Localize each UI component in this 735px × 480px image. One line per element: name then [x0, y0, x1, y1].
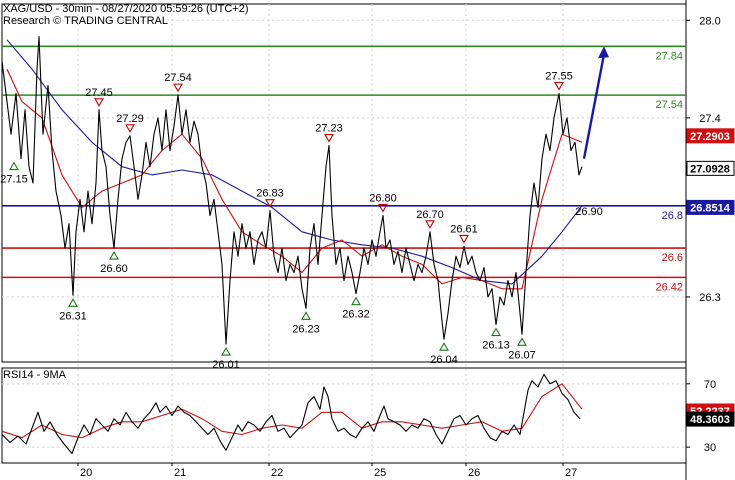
annotation-label: 26.70 — [416, 209, 444, 221]
low-marker — [9, 161, 19, 171]
x-tick-label: 26 — [468, 467, 480, 479]
annotation-label: 26.83 — [256, 188, 284, 200]
low-marker — [491, 327, 501, 337]
high-marker — [324, 134, 334, 143]
annotation-label: 27.23 — [315, 123, 343, 135]
chart-title: XAG/USD - 30min - 08/27/2020 05:59:26 (U… — [3, 3, 248, 15]
annotation-label: 26.90 — [575, 206, 603, 218]
annotation-label: 27.54 — [164, 72, 192, 84]
annotation-label: 26.07 — [508, 349, 536, 361]
x-tick-label: 22 — [271, 467, 283, 479]
high-marker — [94, 98, 104, 107]
high-marker — [425, 220, 435, 229]
x-tick-label: 20 — [80, 467, 92, 479]
low-marker — [301, 311, 311, 320]
x-tick-label: 21 — [174, 467, 186, 479]
annotation-label: 26.04 — [430, 354, 458, 366]
price-value-box — [686, 160, 735, 176]
high-marker — [554, 81, 564, 91]
annotation-label: 27.45 — [85, 87, 113, 99]
grid — [1, 0, 687, 480]
price-value-text: 27.0928 — [690, 163, 730, 175]
low-marker — [439, 342, 449, 351]
annotation-label: 26.13 — [482, 340, 510, 352]
annotation-label: 26.31 — [59, 310, 87, 322]
level-label-26.6: 26.6 — [662, 252, 683, 264]
rsi-y-tick-label: 30 — [704, 442, 716, 454]
indicator-title: RSI14 - 9MA — [3, 369, 67, 381]
y-tick-label: 28.0 — [699, 15, 720, 27]
high-marker — [125, 124, 135, 133]
rsi-value-box — [686, 411, 735, 427]
x-tick-label: 25 — [374, 467, 386, 479]
price-line — [1, 35, 583, 345]
low-marker — [68, 298, 78, 307]
rsi-value-text: 48.3603 — [690, 414, 730, 426]
level-label-27.54: 27.54 — [655, 99, 683, 111]
level-label-27.84: 27.84 — [655, 50, 683, 62]
low-marker — [109, 250, 119, 260]
level-label-26.8: 26.8 — [662, 210, 683, 222]
y-tick-label: 27.4 — [699, 113, 720, 125]
forecast-arrow-head — [598, 46, 609, 59]
series — [1, 35, 609, 455]
rsi-ma-line — [1, 383, 583, 439]
annotations: 27.15 27.45 27.29 27.54 26.60 26.31 26.01 26.83… — [0, 71, 603, 372]
annotation-label: 27.55 — [545, 71, 573, 83]
annotation-label: 26.23 — [292, 323, 320, 335]
price-value-box — [686, 199, 735, 215]
annotation-label: 26.61 — [450, 223, 478, 235]
high-marker — [173, 83, 183, 93]
ma-fast-line — [6, 68, 583, 290]
chart-subtitle: Research © TRADING CENTRAL — [3, 15, 168, 27]
level-label-26.42: 26.42 — [655, 281, 683, 293]
low-marker — [351, 296, 361, 306]
y-tick-label: 26.3 — [699, 292, 720, 304]
price-value-text: 26.8514 — [690, 202, 731, 214]
price-value-box — [686, 128, 735, 144]
annotation-label: 26.01 — [212, 359, 240, 371]
high-marker — [459, 234, 469, 244]
annotation-label: 26.32 — [342, 309, 370, 321]
annotation-label: 27.15 — [0, 174, 28, 186]
x-tick-label: 27 — [565, 467, 577, 479]
high-marker — [378, 203, 388, 213]
rsi-line — [1, 373, 581, 455]
low-marker — [221, 346, 231, 356]
forecast-arrow — [582, 54, 606, 159]
annotation-label: 26.60 — [100, 263, 128, 275]
low-marker — [517, 337, 527, 346]
axes: 28.0 27.4 26.3 70 30 20 21 22 25 26 27 27.2903 27.09… — [77, 15, 735, 479]
rsi-y-tick-label: 70 — [704, 379, 716, 391]
high-marker — [265, 199, 275, 208]
annotation-label: 27.29 — [116, 113, 144, 125]
price-value-text: 27.2903 — [690, 131, 730, 143]
annotation-label: 26.80 — [369, 193, 397, 205]
